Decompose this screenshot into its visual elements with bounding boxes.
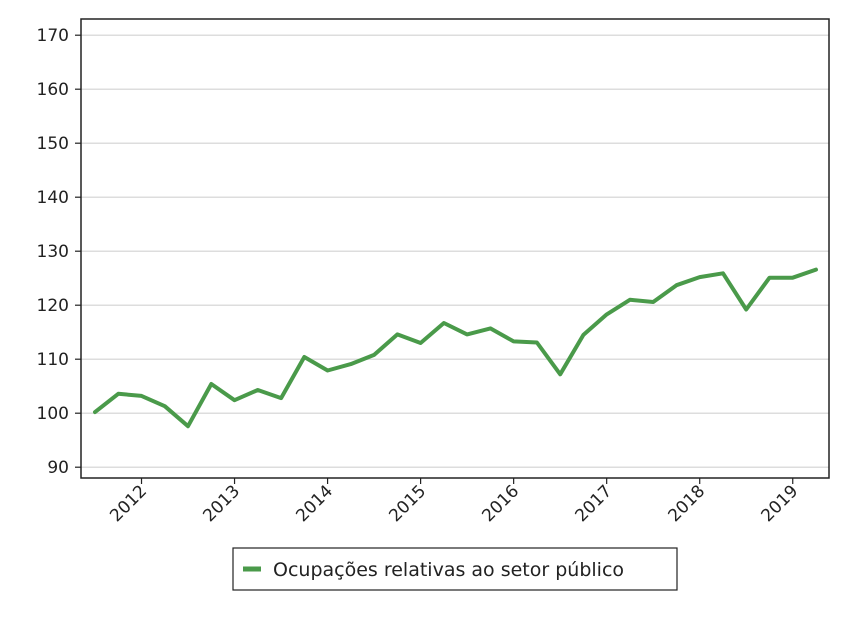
legend-box bbox=[232, 547, 678, 591]
x-tick-label: 2017 bbox=[571, 481, 616, 526]
y-tick-label: 160 bbox=[37, 80, 69, 100]
y-axis: 90 100 110 120 130 140 150 160 170 bbox=[37, 26, 81, 478]
x-tick-label: 2015 bbox=[385, 481, 430, 526]
x-axis: 2012 2013 2014 2015 2016 2017 2018 2019 bbox=[106, 478, 802, 526]
legend: Ocupações relativas ao setor público bbox=[232, 547, 678, 591]
y-tick-label: 120 bbox=[37, 296, 69, 316]
legend-label: Ocupações relativas ao setor público bbox=[273, 559, 624, 581]
x-tick-label: 2014 bbox=[292, 481, 337, 526]
x-tick-label: 2016 bbox=[478, 481, 523, 526]
gridlines bbox=[81, 34, 829, 468]
series-layer bbox=[93, 267, 818, 429]
y-tick-label: 100 bbox=[37, 404, 69, 424]
x-tick-label: 2019 bbox=[758, 481, 803, 526]
plot-frame bbox=[80, 18, 830, 479]
y-tick-label: 110 bbox=[37, 350, 69, 370]
x-tick-label: 2013 bbox=[199, 481, 244, 526]
y-tick-label: 170 bbox=[37, 26, 69, 46]
x-tick-label: 2012 bbox=[106, 481, 151, 526]
x-tick-label: 2018 bbox=[665, 481, 710, 526]
y-tick-label: 150 bbox=[37, 134, 69, 154]
y-tick-label: 130 bbox=[37, 242, 69, 262]
y-tick-label: 140 bbox=[37, 188, 69, 208]
series-line-0 bbox=[93, 267, 818, 429]
y-tick-label: 90 bbox=[47, 458, 69, 478]
